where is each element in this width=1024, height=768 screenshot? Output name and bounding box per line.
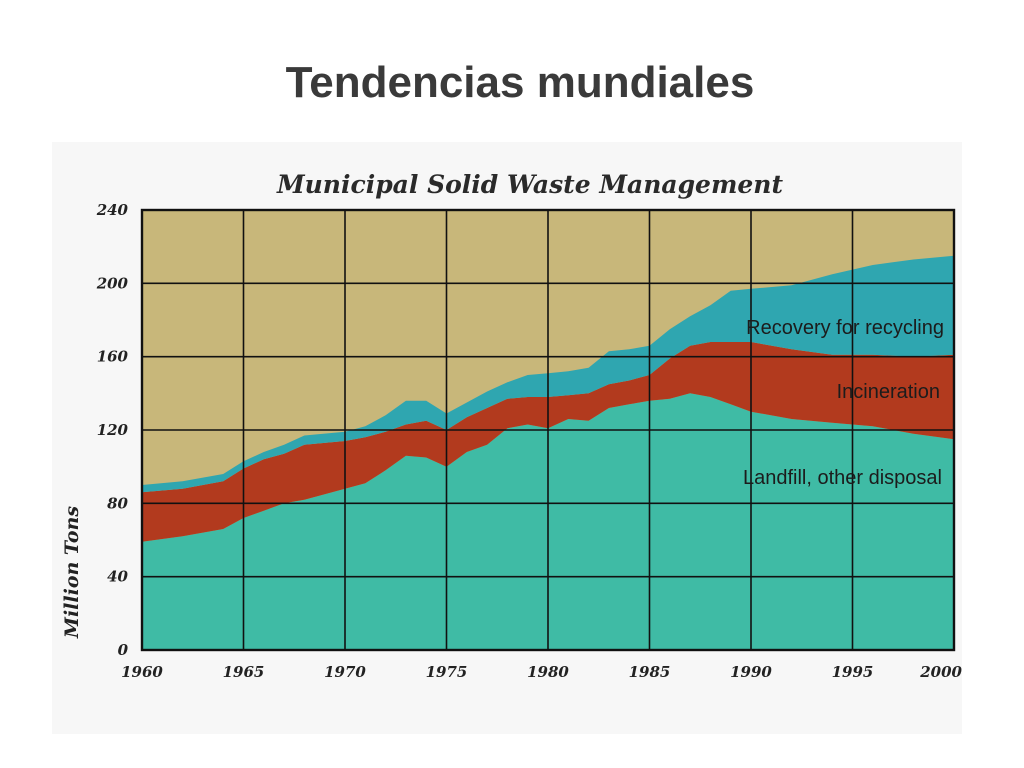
y-tick-label: 0 [118, 641, 129, 659]
series-label-landfill: Landfill, other disposal [743, 467, 942, 489]
x-tick-label: 1960 [121, 663, 163, 681]
y-tick-label: 120 [97, 421, 129, 439]
y-tick-labels: 0 40 80 120 160 200 240 [96, 201, 129, 659]
series-label-recovery: Recovery for recycling [746, 317, 944, 339]
x-tick-label: 2000 [919, 663, 962, 681]
x-tick-label: 1985 [629, 663, 671, 681]
x-tick-label: 1970 [324, 663, 366, 681]
y-tick-label: 240 [96, 201, 129, 219]
y-tick-label: 40 [107, 568, 128, 586]
waste-area-chart: Municipal Solid Waste Management 0 40 80 12… [61, 170, 962, 681]
x-tick-label: 1995 [832, 663, 874, 681]
x-tick-label: 1990 [730, 663, 772, 681]
y-tick-label: 80 [107, 494, 128, 512]
y-tick-label: 160 [97, 348, 129, 366]
chart-panel: Municipal Solid Waste Management 0 40 80 12… [52, 142, 962, 734]
y-tick-label: 200 [96, 274, 129, 292]
chart-title: Municipal Solid Waste Management [276, 170, 784, 199]
slide-title: Tendencias mundiales [285, 58, 755, 107]
plot-frame [140, 208, 956, 652]
x-tick-label: 1975 [426, 663, 468, 681]
y-axis-label: Million Tons [61, 506, 83, 639]
grid-lines [140, 208, 956, 652]
x-tick-labels: 1960 1965 1970 1975 1980 1985 1990 1995 2000 [121, 663, 962, 681]
series-label-incineration: Incineration [837, 381, 940, 403]
x-tick-label: 1965 [223, 663, 265, 681]
x-tick-label: 1980 [527, 663, 569, 681]
